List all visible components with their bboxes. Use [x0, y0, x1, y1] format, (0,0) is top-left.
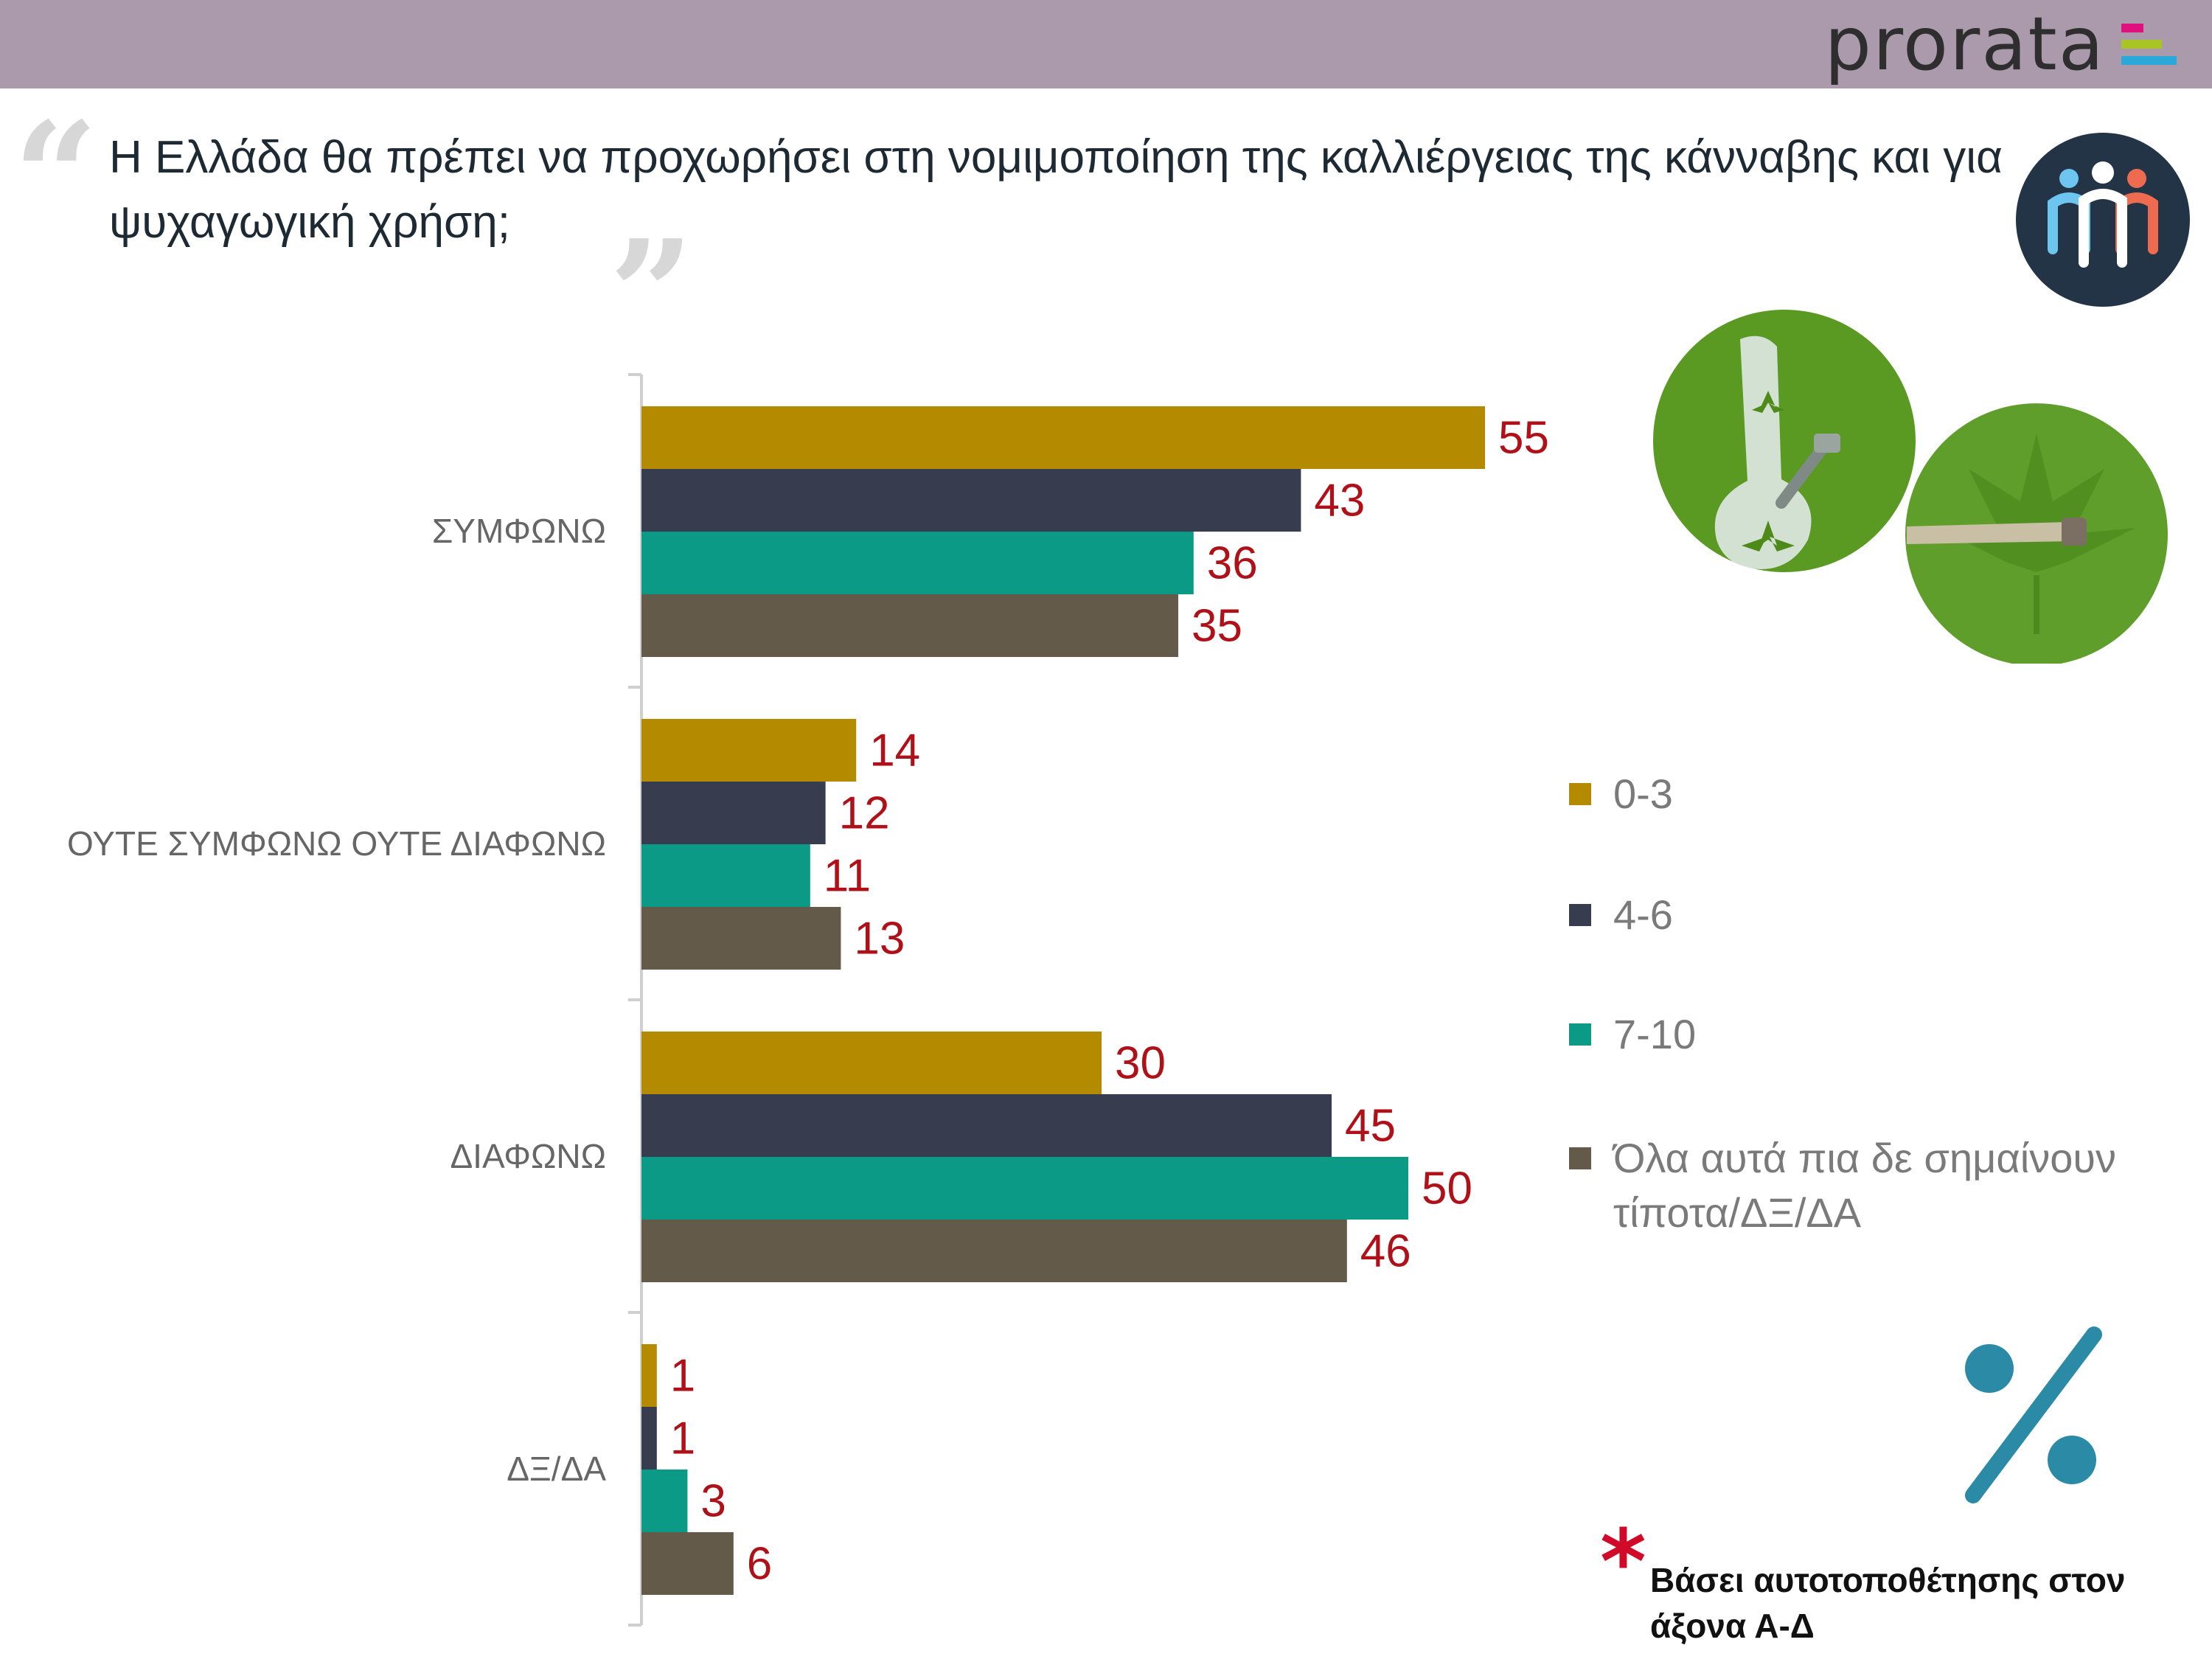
- legend-item: 4-6: [1569, 888, 2188, 942]
- category-label: ΣΥΜΦΩΝΩ: [432, 512, 606, 550]
- bar: [641, 719, 857, 782]
- bar: [641, 782, 826, 844]
- logo-bar: [2121, 40, 2162, 49]
- data-label: 13: [854, 914, 905, 964]
- logo-bar: [2121, 56, 2177, 65]
- bar: [641, 406, 1485, 469]
- percent-icon: [1965, 1326, 2102, 1503]
- legend-label: 0-3: [1613, 771, 1673, 817]
- logo-bar: [2121, 24, 2143, 32]
- cannabis-icons: [1653, 310, 2168, 664]
- bar: [641, 1344, 657, 1407]
- header-bar: prorata: [0, 0, 2212, 88]
- bong-icon: [1653, 310, 1916, 572]
- quote-open-icon: “: [13, 90, 99, 263]
- bar: [641, 907, 841, 970]
- data-label: 36: [1207, 538, 1258, 589]
- logo-text: prorata: [1824, 1, 2105, 87]
- data-label: 6: [747, 1539, 772, 1590]
- logo-bars-icon: [2121, 24, 2177, 65]
- data-label: 3: [700, 1476, 726, 1527]
- bar: [641, 1470, 688, 1532]
- data-label: 1: [670, 1413, 695, 1464]
- joint-icon: [1905, 403, 2168, 664]
- legend-swatch: [1569, 1023, 1591, 1046]
- data-label: 12: [839, 788, 890, 839]
- bar: [641, 1157, 1408, 1220]
- data-label: 55: [1498, 413, 1549, 464]
- data-label: 43: [1314, 476, 1365, 526]
- legend-swatch: [1569, 904, 1591, 926]
- category-label: ΔΙΑΦΩΝΩ: [450, 1137, 606, 1175]
- data-label: 45: [1345, 1101, 1396, 1152]
- people-icon: [2016, 133, 2190, 307]
- bar: [641, 1407, 657, 1470]
- question-text: Η Ελλάδα θα πρέπει να προχωρήσει στη νομ…: [109, 132, 2003, 248]
- bar: [641, 1094, 1332, 1157]
- legend-item: Όλα αυτά πια δε σημαίνουν τίποτα/ΔΞ/ΔΑ: [1569, 1131, 2188, 1240]
- data-label: 50: [1422, 1164, 1472, 1214]
- legend-label: 4-6: [1613, 891, 1673, 938]
- footnote-asterisk-icon: *: [1600, 1512, 1646, 1614]
- bar: [641, 1532, 734, 1595]
- data-label: 11: [824, 851, 871, 902]
- legend-item: 0-3: [1569, 767, 2188, 821]
- data-label: 1: [670, 1351, 695, 1402]
- data-label: 46: [1360, 1226, 1411, 1277]
- bar: [641, 469, 1301, 532]
- legend-label: Όλα αυτά πια δε σημαίνουν τίποτα/ΔΞ/ΔΑ: [1613, 1135, 2116, 1236]
- category-label: ΔΞ/ΔΑ: [507, 1450, 606, 1488]
- footnote-text: Βάσει αυτοτοποθέτησης στον άξονα Α-Δ: [1650, 1561, 2126, 1645]
- data-label: 14: [869, 726, 920, 776]
- legend-item: 7-10: [1569, 1007, 2188, 1062]
- legend-label: 7-10: [1613, 1011, 1697, 1057]
- category-label: ΟΥΤΕ ΣΥΜΦΩΝΩ ΟΥΤΕ ΔΙΑΦΩΝΩ: [67, 824, 606, 863]
- bar: [641, 594, 1178, 657]
- bar: [641, 1220, 1347, 1282]
- quote-close-icon: ”: [609, 208, 695, 381]
- bar: [641, 1032, 1102, 1094]
- bar: [641, 532, 1194, 594]
- legend-swatch: [1569, 1147, 1591, 1169]
- prorata-logo: prorata: [1825, 0, 2177, 88]
- data-label: 30: [1115, 1038, 1166, 1089]
- data-label: 35: [1192, 601, 1242, 652]
- legend-swatch: [1569, 783, 1591, 805]
- bar: [641, 844, 810, 907]
